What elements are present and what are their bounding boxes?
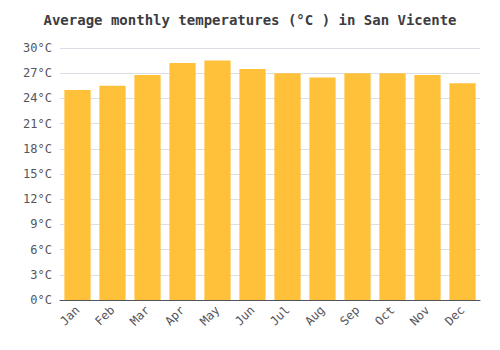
svg-text:Jan: Jan: [57, 303, 82, 328]
svg-text:Jul: Jul: [267, 303, 292, 328]
svg-text:May: May: [197, 303, 222, 328]
svg-text:Oct: Oct: [372, 303, 397, 328]
svg-text:3°C: 3°C: [30, 268, 52, 282]
svg-text:Feb: Feb: [92, 303, 117, 328]
svg-text:Apr: Apr: [162, 303, 187, 328]
svg-text:Sep: Sep: [337, 303, 362, 328]
svg-text:Mar: Mar: [127, 303, 152, 328]
svg-text:12°C: 12°C: [23, 192, 52, 206]
svg-text:24°C: 24°C: [23, 91, 52, 105]
svg-text:Nov: Nov: [407, 303, 432, 328]
svg-text:27°C: 27°C: [23, 66, 52, 80]
svg-text:Average monthly temperatures (: Average monthly temperatures (°C ) in Sa…: [43, 12, 456, 28]
svg-text:21°C: 21°C: [23, 117, 52, 131]
svg-text:Jun: Jun: [232, 303, 257, 328]
svg-text:Dec: Dec: [442, 303, 467, 328]
svg-text:30°C: 30°C: [23, 41, 52, 55]
svg-text:15°C: 15°C: [23, 167, 52, 181]
svg-text:0°C: 0°C: [30, 293, 52, 307]
svg-text:18°C: 18°C: [23, 142, 52, 156]
svg-text:9°C: 9°C: [30, 217, 52, 231]
svg-text:Aug: Aug: [302, 303, 327, 328]
svg-text:6°C: 6°C: [30, 243, 52, 257]
